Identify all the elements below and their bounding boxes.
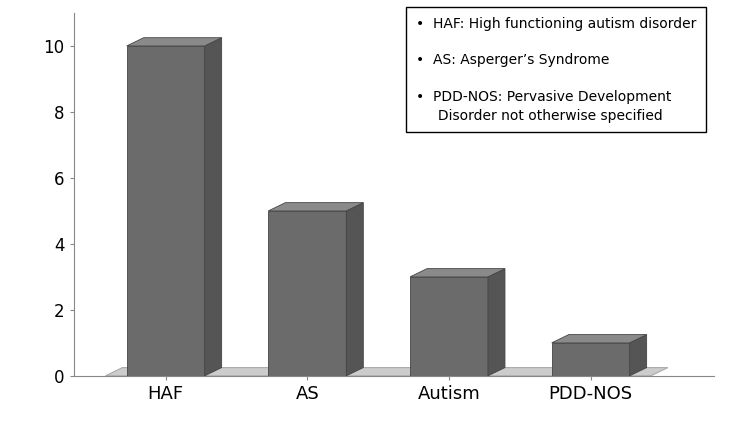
Polygon shape	[410, 269, 505, 277]
Polygon shape	[269, 203, 364, 211]
Polygon shape	[105, 376, 651, 385]
Polygon shape	[552, 335, 647, 343]
Polygon shape	[347, 203, 364, 376]
Text: •  HAF: High functioning autism disorder

•  AS: Asperger’s Syndrome

•  PDD-NOS: • HAF: High functioning autism disorder …	[416, 16, 696, 123]
Polygon shape	[410, 277, 488, 376]
Polygon shape	[105, 368, 668, 376]
Polygon shape	[629, 335, 647, 376]
Polygon shape	[552, 343, 629, 376]
Polygon shape	[127, 46, 205, 376]
Polygon shape	[205, 38, 222, 376]
Polygon shape	[488, 269, 505, 376]
Polygon shape	[127, 38, 222, 46]
Polygon shape	[269, 211, 347, 376]
